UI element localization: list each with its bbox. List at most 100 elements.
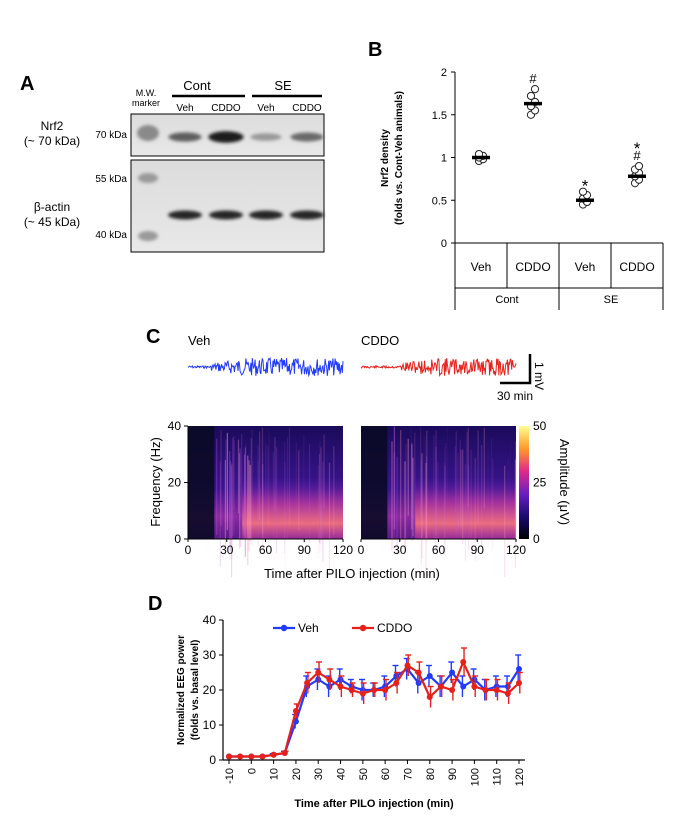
spectrogram-streak (466, 432, 468, 527)
colorbar-tick-label: 0 (533, 532, 540, 546)
spectrogram-streak (245, 443, 247, 556)
y-tick-label: 1.5 (432, 110, 447, 122)
y-tick-label: 40 (203, 613, 217, 627)
panel-a: A M.W. marker Cont SE Veh CDDO Veh CDDO … (20, 73, 325, 253)
data-point-cddo (382, 687, 389, 693)
x-tick-label: 60 (259, 543, 273, 557)
mw-marker-label: M.W. (136, 88, 157, 98)
spectrogram-streak (468, 465, 470, 551)
x-tick-label: -10 (224, 768, 236, 784)
spectrogram-streak (515, 458, 517, 540)
x-tick-label: 50 (358, 768, 370, 780)
data-point-cddo (337, 683, 344, 690)
row-label-actin: β-actin (34, 200, 70, 214)
spectrogram-streak (319, 441, 321, 554)
y-axis-label: Frequency (Hz) (148, 437, 163, 527)
y-axis-label-2: (folds vs. basal level) (190, 640, 201, 741)
y-tick-label: 2 (441, 67, 447, 79)
y-tick-label: 20 (168, 476, 182, 490)
row-label-nrf2-size: (~ 70 kDa) (24, 134, 80, 148)
spectrogram-streak (303, 434, 305, 512)
spectrogram-streak (395, 452, 396, 530)
nrf2-band (290, 132, 324, 142)
spectrogram-streak (250, 438, 252, 545)
marker-40: 40 kDa (95, 230, 127, 241)
data-point-cddo (426, 694, 433, 700)
spectrogram-streak (265, 435, 266, 541)
x-tick-label: 120 (514, 768, 526, 786)
spectrogram-streak (257, 460, 259, 546)
data-point-cddo (259, 753, 266, 760)
spectrograms: 0 30 60 90 120 0 30 60 90 120 0 20 40 Frequency (Hz) T… (148, 419, 572, 581)
data-point-cddo (482, 687, 489, 693)
spectrogram-streak (265, 443, 267, 542)
spectrogram-streak (507, 457, 509, 550)
scale-voltage: 1 mV (532, 362, 546, 390)
x-tick-label: 70 (402, 768, 414, 780)
spectrogram-streak (261, 427, 264, 535)
spectrogram-streak (333, 446, 335, 536)
spectrogram-streak (487, 448, 489, 548)
spectrogram-streak (391, 441, 393, 552)
legend-label: Veh (298, 621, 319, 635)
x-tick-label: 90 (298, 543, 312, 557)
spectrogram-streak (424, 436, 426, 527)
y-tick-label: 30 (203, 648, 217, 662)
significance-mark: * (634, 139, 641, 158)
data-point (578, 187, 588, 196)
data-point-cddo (471, 683, 478, 690)
spectrogram-streak (239, 453, 241, 549)
panel-d: D 0 10 20 30 40 -10 0 10 20 30 40 50 60 70 80 90 100 110 1… (148, 593, 526, 810)
spectrogram-streak (216, 438, 218, 536)
spectrogram-streak (251, 430, 253, 515)
spectrogram-streak (419, 426, 422, 523)
spectrogram-streak (457, 453, 459, 530)
spectrogram-streak (334, 457, 335, 547)
spectrogram-streak (248, 460, 250, 552)
data-point-veh (415, 680, 422, 686)
spectrogram-streak (481, 445, 483, 532)
spectrogram-hot (415, 476, 516, 539)
spectrogram-streak (504, 465, 506, 578)
spectrogram-streak (219, 461, 221, 567)
x-tick-label: 60 (432, 543, 446, 557)
panel-c: C Veh CDDO 1 mV 30 min 0 30 60 90 120 0 30 60 90… (146, 326, 572, 581)
scale-bar (500, 354, 532, 385)
spectrogram-streak (239, 448, 241, 548)
spectrogram-streak (243, 454, 246, 536)
spectrogram-streak (492, 459, 494, 552)
data-point-cddo (226, 753, 232, 760)
x-tick-label: 10 (269, 768, 281, 780)
x-tick-label: 20 (291, 768, 303, 780)
spectrogram-streak (259, 431, 261, 521)
x-tick-label: 40 (336, 768, 348, 780)
row-label-nrf2: Nrf2 (41, 119, 64, 133)
data-point-cddo (516, 680, 522, 686)
spectrogram-streak (435, 446, 437, 552)
spectrogram-streak (335, 449, 336, 531)
scale-time: 30 min (497, 389, 533, 403)
spectrogram-streak (226, 432, 228, 530)
significance-mark: * (582, 177, 589, 196)
data-point-veh (315, 676, 322, 683)
spectrogram-streak (433, 435, 435, 538)
spectrogram-streak (241, 433, 243, 547)
spectrogram-streak (405, 443, 407, 557)
spectrogram-streak (317, 465, 319, 559)
category-label: Veh (575, 260, 596, 274)
spectrogram-streak (467, 427, 469, 508)
spectrogram-streak (411, 442, 413, 541)
y-tick-label: 0.5 (432, 195, 447, 207)
x-tick-label: 60 (380, 768, 392, 780)
density-chart: 0 0.5 1 1.5 2 Nrf2 density (folds vs. Cont-Veh… (380, 67, 664, 310)
legend-marker (280, 624, 288, 632)
spectrogram-streak (284, 441, 286, 554)
data-point-cddo (393, 680, 400, 686)
spectrogram-streak (298, 450, 300, 531)
spectrogram-streak (287, 437, 289, 539)
group-label-cont: Cont (183, 78, 211, 93)
y-tick-label: 1 (441, 153, 447, 165)
y-tick-label: 0 (174, 532, 181, 546)
spectrogram-streak (444, 465, 446, 556)
nrf2-band (168, 132, 202, 142)
